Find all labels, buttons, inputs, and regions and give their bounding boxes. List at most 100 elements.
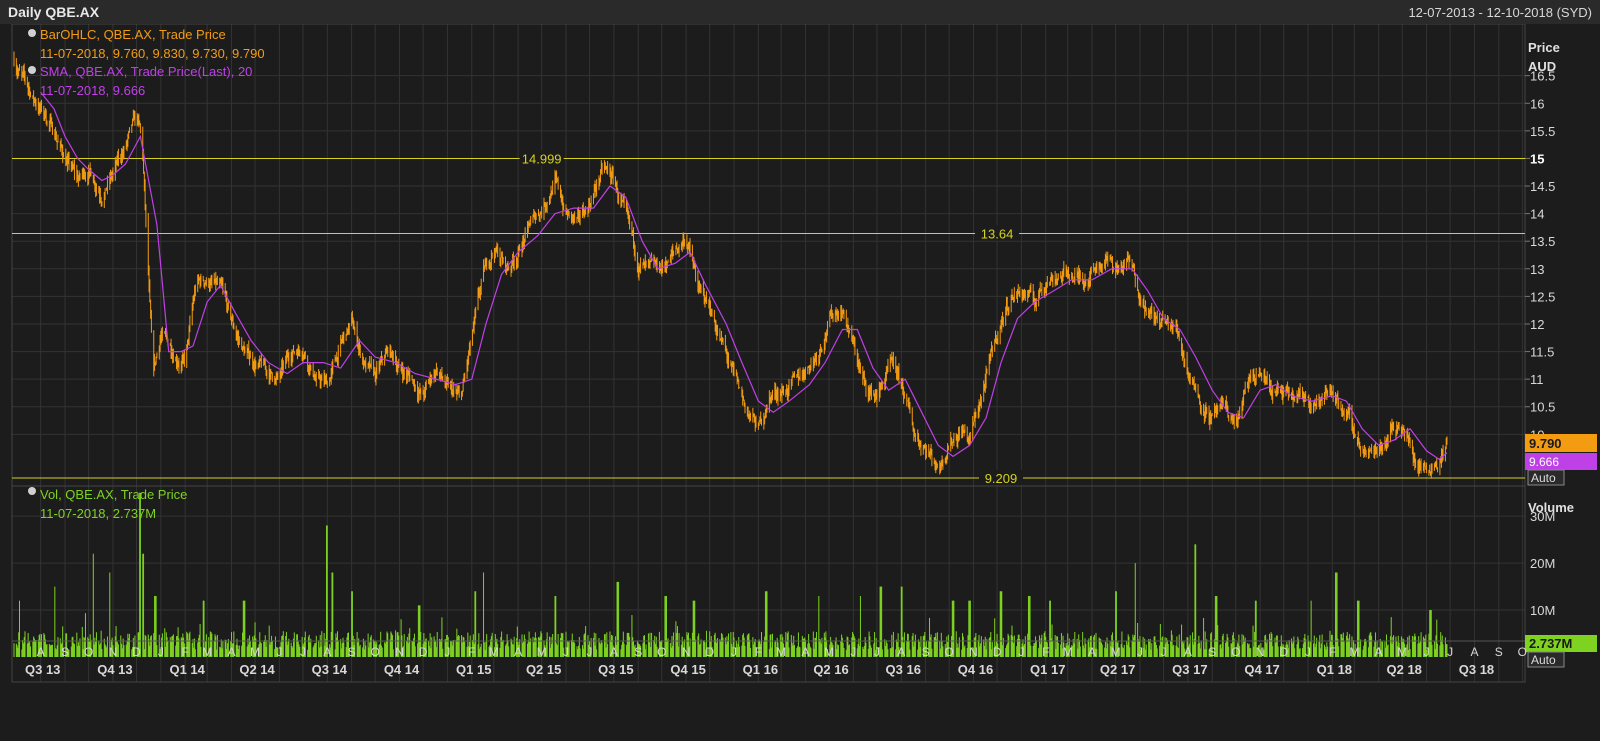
sma-tag-text: 9.666 [1529,455,1559,469]
month-tick-label: M [1349,645,1359,659]
last-volume-tag-text: 2.737M [1529,636,1572,651]
month-tick-label: D [705,645,714,659]
ohlc-legend-label: BarOHLC, QBE.AX, Trade Price [40,27,226,42]
price-tick-label: 13 [1530,262,1544,277]
month-tick-label: A [1375,645,1383,659]
month-tick-label: M [1397,645,1407,659]
volume-tick-label: 30M [1530,509,1555,524]
chart-header: Daily QBE.AX 12-07-2013 - 12-10-2018 (SY… [0,0,1600,25]
month-tick-label: J [1137,645,1143,659]
ohlc-legend-values: 11-07-2018, 9.760, 9.830, 9.730, 9.790 [40,46,265,61]
month-tick-label: J [276,645,282,659]
volume-axis-title: Volume [1528,500,1574,515]
volume-axis-ticks: 10M 20M 30M [1530,509,1555,618]
month-tick-label: M [1111,645,1121,659]
month-tick-label: J [1424,645,1430,659]
month-tick-label: J [444,645,450,659]
chart-canvas[interactable]: 14.999 13.64 9.209 BarOHLC, QBE.AX, Trade … [0,24,1600,741]
date-range: 12-07-2013 - 12-10-2018 (SYD) [1408,5,1592,20]
month-tick-label: F [1329,645,1336,659]
volume-legend-label: Vol, QBE.AX, Trade Price [40,487,187,502]
month-tick-label: A [897,645,905,659]
month-tick-label: F [755,645,762,659]
month-tick-label: N [969,645,978,659]
quarter-tick-label: Q4 15 [670,662,705,677]
legend-toggle-icon[interactable] [28,29,36,37]
volume-tick-label: 10M [1530,603,1555,618]
month-tick-label: J [587,645,593,659]
level-label-bg [975,225,1020,241]
quarter-tick-label: Q3 15 [598,662,633,677]
month-tick-label: J [731,645,737,659]
month-tick-label: J [158,645,164,659]
month-tick-label: J [874,645,880,659]
month-tick-label: A [610,645,618,659]
month-tick-label: D [419,645,428,659]
quarter-tick-label: Q3 14 [312,662,348,677]
quarter-tick-label: Q2 17 [1100,662,1135,677]
month-tick-label: A [323,645,331,659]
volume-panel-frame [11,485,1526,683]
price-axis-unit: AUD [1528,59,1556,74]
quarter-tick-label: Q1 14 [169,662,205,677]
quarter-tick-label: Q1 17 [1030,662,1065,677]
month-tick-label: J [1447,645,1453,659]
quarter-tick-label: Q4 17 [1244,662,1279,677]
month-tick-label: A [1184,645,1192,659]
price-tick-label: 16.5 [1530,69,1555,84]
volume-legend: Vol, QBE.AX, Trade Price 11-07-2018, 2.7… [28,487,187,521]
volume-tick-label: 20M [1530,556,1555,571]
month-tick-label: D [132,645,141,659]
quarter-tick-label: Q2 14 [239,662,275,677]
month-tick-label: N [1256,645,1265,659]
legend-toggle-icon[interactable] [28,66,36,74]
month-tick-label: J [563,645,569,659]
horizontal-levels: 14.999 13.64 9.209 [12,150,1525,486]
month-tick-label: M [776,645,786,659]
month-tick-label: M [537,645,547,659]
month-tick-label: J [1161,645,1167,659]
grid-lines [12,24,1525,682]
month-tick-label: D [993,645,1002,659]
price-legend: BarOHLC, QBE.AX, Trade Price 11-07-2018,… [28,27,265,98]
month-tick-label: F [1042,645,1049,659]
price-auto-button[interactable] [1527,469,1565,486]
month-tick-label: D [1279,645,1288,659]
month-tick-label: M [824,645,834,659]
volume-auto-button[interactable] [1527,651,1565,668]
level-label-bg [519,150,564,166]
price-tick-label: 11.5 [1530,345,1554,360]
quarter-tick-label: Q2 15 [526,662,561,677]
chart-background [0,24,1600,741]
month-tick-label: J [300,645,306,659]
quarter-tick-label: Q1 15 [456,662,491,677]
level-label-bg [978,469,1023,485]
quarter-tick-label: Q3 16 [886,662,921,677]
month-tick-label: M [202,645,212,659]
month-tick-label: A [1470,645,1478,659]
month-tick-label: O [371,645,380,659]
price-axis-ticks: 1010.51111.51212.51313.51414.51515.51616… [1525,69,1555,442]
quarter-tick-label: Q4 14 [384,662,420,677]
month-tick-label: N [395,645,404,659]
ohlc-bars [13,51,1448,479]
last-volume-tag [1525,635,1597,652]
month-tick-label: A [37,645,45,659]
month-tick-label: O [84,645,93,659]
month-tick-label: O [1518,645,1527,659]
price-tick-label: 13.5 [1530,234,1555,249]
volume-legend-values: 11-07-2018, 2.737M [40,506,156,521]
sma-line [40,91,1448,460]
month-tick-label: M [1063,645,1073,659]
month-tick-label: S [348,645,356,659]
quarter-tick-label: Q4 13 [97,662,132,677]
quarter-tick-label: Q2 16 [813,662,848,677]
month-tick-label: O [657,645,666,659]
month-tick-label: J [1305,645,1311,659]
level-label: 9.209 [985,471,1018,486]
legend-toggle-icon[interactable] [28,487,36,495]
price-tick-label: 14 [1530,207,1544,222]
quarter-tick-label: Q3 13 [25,662,60,677]
price-tick-label: 14.5 [1530,179,1555,194]
